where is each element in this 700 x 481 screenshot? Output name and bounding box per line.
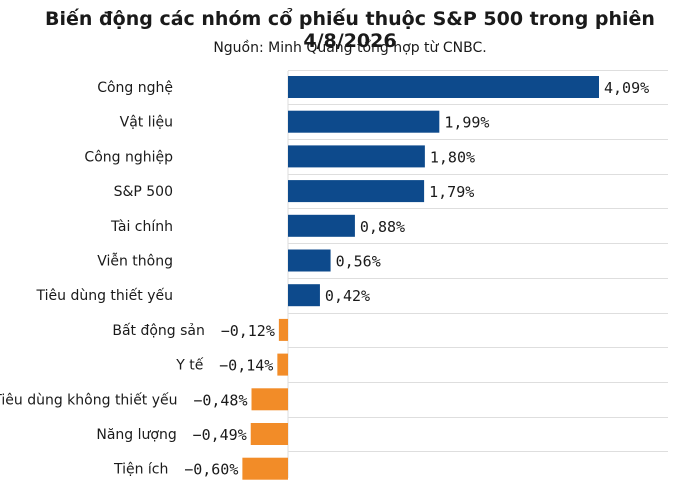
- value-label: 4,09%: [604, 79, 649, 97]
- bar: [288, 284, 320, 307]
- category-label: Công nghiệp: [84, 149, 173, 165]
- bar: [288, 249, 331, 272]
- category-label: Năng lượng: [96, 427, 176, 443]
- value-label: −0,48%: [193, 391, 247, 409]
- bar: [288, 180, 425, 203]
- category-label: S&P 500: [114, 184, 173, 200]
- bar: [288, 110, 440, 133]
- value-label: 0,88%: [360, 218, 405, 236]
- category-label: Công nghệ: [97, 80, 173, 96]
- value-label: −0,49%: [193, 426, 247, 444]
- category-label: Tiêu dùng thiết yếu: [36, 287, 174, 304]
- category-label: Tiện ích: [113, 462, 168, 478]
- bar: [251, 388, 288, 411]
- value-label: 0,42%: [325, 287, 370, 305]
- value-label: −0,60%: [184, 461, 238, 479]
- bar: [288, 76, 599, 98]
- category-label: Bất động sản: [112, 323, 205, 339]
- value-label: 1,79%: [429, 183, 474, 201]
- bar: [250, 423, 288, 445]
- category-label: Vật liệu: [120, 115, 173, 131]
- value-label: −0,12%: [221, 322, 275, 340]
- value-label: 1,99%: [444, 114, 489, 132]
- chart-subtitle: Nguồn: Minh Quang tổng hợp từ CNBC.: [213, 40, 487, 56]
- category-label: Viễn thông: [97, 253, 173, 270]
- bar: [288, 214, 355, 237]
- category-label: Tài chính: [110, 219, 173, 235]
- bar: [278, 318, 288, 341]
- category-label: Tiêu dùng không thiết yếu: [0, 391, 178, 408]
- value-label: −0,14%: [219, 357, 273, 375]
- value-label: 1,80%: [430, 148, 475, 166]
- bar: [277, 353, 288, 376]
- chart-title: Biến động các nhóm cổ phiếu thuộc S&P 50…: [45, 8, 655, 52]
- category-label: Y tế: [175, 357, 203, 374]
- value-label: 0,56%: [336, 253, 381, 271]
- bar: [242, 457, 288, 480]
- bar: [288, 145, 425, 168]
